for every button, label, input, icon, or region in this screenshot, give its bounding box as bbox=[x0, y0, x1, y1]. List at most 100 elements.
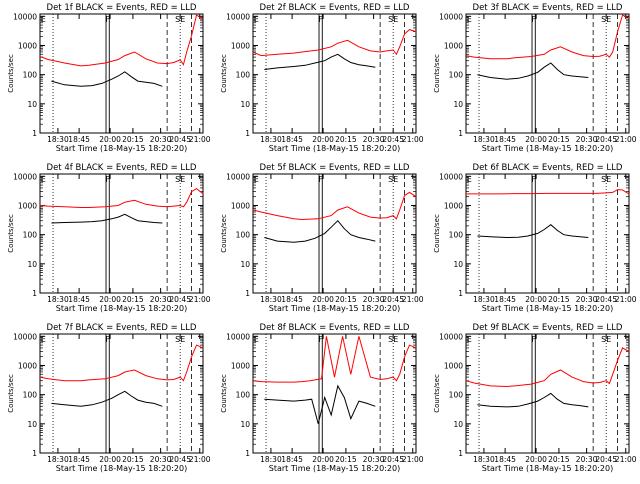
plot-frame bbox=[465, 173, 630, 294]
x-tick-label: 20:15 bbox=[335, 455, 357, 464]
x-tick-label: 20:00 bbox=[99, 295, 121, 304]
marker-label-e: E bbox=[254, 335, 259, 344]
marker-label-se: SE bbox=[601, 15, 611, 24]
marker-label-f: F bbox=[531, 175, 536, 184]
y-tick-label: 100 bbox=[236, 231, 251, 240]
y-tick-label: 1 bbox=[458, 129, 463, 138]
x-tick-label: 18:30 bbox=[473, 135, 495, 144]
marker-label-se: SE bbox=[175, 335, 185, 344]
x-tick-label: 20:15 bbox=[548, 295, 570, 304]
x-tick-label: 18:45 bbox=[494, 455, 516, 464]
y-tick-label: 1000 bbox=[231, 361, 250, 370]
x-axis-label: Start Time (18-May-15 18:20:20) bbox=[269, 304, 400, 313]
y-tick-label: 10 bbox=[453, 100, 463, 109]
x-tick-label: 21:00 bbox=[615, 295, 637, 304]
marker-label-e: E bbox=[41, 175, 46, 184]
x-tick-label: 20:00 bbox=[525, 295, 547, 304]
y-tick-label: 100 bbox=[23, 231, 38, 240]
plot-title: Det 6f BLACK = Events, RED = LLD bbox=[473, 163, 623, 173]
y-tick-label: 10 bbox=[27, 100, 37, 109]
y-tick-label: 1000 bbox=[444, 41, 463, 50]
y-tick-label: 100 bbox=[449, 391, 464, 400]
events-series-line bbox=[264, 219, 376, 243]
x-tick-label: 20:15 bbox=[335, 295, 357, 304]
events-series-line bbox=[264, 53, 376, 70]
x-tick-label: 18:45 bbox=[68, 455, 90, 464]
events-series-line bbox=[51, 213, 163, 224]
y-tick-label: 100 bbox=[236, 71, 251, 80]
x-tick-label: 20:30 bbox=[150, 295, 172, 304]
y-tick-label: 100 bbox=[449, 231, 464, 240]
marker-label-e: E bbox=[254, 175, 259, 184]
x-tick-label: 20:45 bbox=[595, 455, 617, 464]
plot-title: Det 9f BLACK = Events, RED = LLD bbox=[473, 323, 623, 333]
marker-label-f: F bbox=[531, 15, 536, 24]
x-tick-label: 21:00 bbox=[615, 455, 637, 464]
x-tick-label: 18:30 bbox=[473, 455, 495, 464]
plot-title: Det 1f BLACK = Events, RED = LLD bbox=[47, 3, 197, 13]
plot-title: Det 2f BLACK = Events, RED = LLD bbox=[260, 3, 410, 13]
x-tick-label: 18:30 bbox=[47, 295, 69, 304]
events-series-line bbox=[264, 384, 376, 424]
detector-panel-6f: Det 6f BLACK = Events, RED = LLD 1 10 100 10… bbox=[433, 163, 637, 313]
y-tick-label: 100 bbox=[236, 391, 251, 400]
marker-label-se: SE bbox=[388, 335, 398, 344]
detector-panel-9f: Det 9f BLACK = Events, RED = LLD 1 10 100 10… bbox=[433, 323, 637, 473]
marker-label-e: E bbox=[41, 15, 46, 24]
x-axis-label: Start Time (18-May-15 18:20:20) bbox=[482, 304, 613, 313]
y-axis-label: Counts/sec bbox=[7, 214, 15, 253]
plot-frame bbox=[252, 333, 417, 454]
x-tick-label: 20:30 bbox=[576, 295, 598, 304]
x-axis-label: Start Time (18-May-15 18:20:20) bbox=[269, 464, 400, 473]
x-tick-label: 20:45 bbox=[595, 295, 617, 304]
y-tick-label: 10 bbox=[240, 100, 250, 109]
x-tick-label: 18:30 bbox=[260, 135, 282, 144]
y-tick-label: 1000 bbox=[18, 41, 37, 50]
y-tick-label: 100 bbox=[449, 71, 464, 80]
plot-frame bbox=[465, 13, 630, 134]
x-tick-label: 18:45 bbox=[281, 295, 303, 304]
events-series-line bbox=[51, 390, 163, 407]
plot-title: Det 8f BLACK = Events, RED = LLD bbox=[260, 323, 410, 333]
x-tick-label: 20:30 bbox=[576, 135, 598, 144]
marker-label-f: F bbox=[105, 335, 110, 344]
y-tick-label: 1000 bbox=[18, 201, 37, 210]
lld-series-line bbox=[465, 347, 630, 388]
detector-panel-2f: Det 2f BLACK = Events, RED = LLD 1 10 100 10… bbox=[220, 3, 424, 153]
x-tick-label: 21:00 bbox=[402, 135, 424, 144]
y-tick-label: 100 bbox=[23, 71, 38, 80]
detector-panel-3f: Det 3f BLACK = Events, RED = LLD 1 10 100 10… bbox=[433, 3, 637, 153]
x-tick-label: 18:30 bbox=[47, 135, 69, 144]
x-tick-label: 18:30 bbox=[47, 455, 69, 464]
plot-title: Det 7f BLACK = Events, RED = LLD bbox=[47, 323, 197, 333]
y-tick-label: 10 bbox=[240, 420, 250, 429]
x-tick-label: 20:45 bbox=[169, 455, 191, 464]
plot-frame bbox=[39, 13, 204, 134]
x-tick-label: 18:30 bbox=[260, 455, 282, 464]
x-tick-label: 20:30 bbox=[150, 455, 172, 464]
x-tick-label: 21:00 bbox=[402, 455, 424, 464]
y-tick-label: 10 bbox=[453, 420, 463, 429]
y-axis-label: Counts/sec bbox=[220, 374, 228, 413]
x-tick-label: 20:15 bbox=[122, 455, 144, 464]
marker-label-e: E bbox=[41, 335, 46, 344]
x-tick-label: 21:00 bbox=[189, 135, 211, 144]
y-tick-label: 1 bbox=[245, 289, 250, 298]
detector-panel-4f: Det 4f BLACK = Events, RED = LLD 1 10 100 10… bbox=[7, 163, 211, 313]
x-tick-label: 18:45 bbox=[68, 135, 90, 144]
marker-label-e: E bbox=[467, 335, 472, 344]
y-axis-label: Counts/sec bbox=[433, 214, 441, 253]
y-tick-label: 10000 bbox=[13, 12, 37, 21]
x-tick-label: 20:15 bbox=[122, 135, 144, 144]
x-axis-label: Start Time (18-May-15 18:20:20) bbox=[482, 464, 613, 473]
events-series-line bbox=[51, 71, 163, 87]
y-tick-label: 1000 bbox=[231, 201, 250, 210]
y-tick-label: 1000 bbox=[444, 201, 463, 210]
marker-label-se: SE bbox=[175, 175, 185, 184]
y-axis-label: Counts/sec bbox=[220, 214, 228, 253]
x-tick-label: 20:45 bbox=[382, 295, 404, 304]
marker-label-se: SE bbox=[388, 175, 398, 184]
plot-frame bbox=[252, 13, 417, 134]
marker-label-se: SE bbox=[175, 15, 185, 24]
lld-series-line bbox=[39, 187, 204, 208]
